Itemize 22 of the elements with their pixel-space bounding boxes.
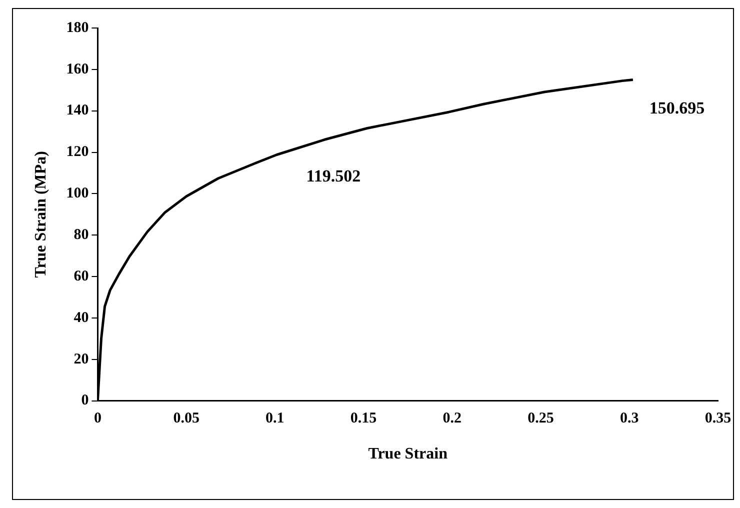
x-tick-label: 0 bbox=[94, 410, 102, 427]
annotation: 150.695 bbox=[649, 98, 705, 118]
x-tick-label: 0.3 bbox=[620, 410, 639, 427]
y-tick-label: 0 bbox=[81, 392, 89, 409]
y-tick-label: 60 bbox=[74, 268, 89, 284]
x-tick-label: 0.25 bbox=[528, 410, 554, 427]
x-tick-label: 0.2 bbox=[442, 410, 462, 427]
y-tick-label: 80 bbox=[74, 226, 89, 243]
y-tick-label: 120 bbox=[66, 144, 89, 160]
x-axis-title: True Strain bbox=[368, 446, 448, 463]
x-tick-label: 0.05 bbox=[173, 410, 200, 427]
x-tick-label: 0.35 bbox=[704, 410, 732, 427]
x-tick-label: 0.1 bbox=[266, 410, 284, 427]
y-tick-label: 20 bbox=[74, 351, 89, 368]
y-tick-label: 160 bbox=[66, 61, 89, 78]
annotation: 119.502 bbox=[306, 166, 361, 186]
y-tick-label: 180 bbox=[66, 20, 89, 36]
y-tick-label: 40 bbox=[74, 310, 89, 326]
y-tick-label: 140 bbox=[66, 102, 89, 119]
y-tick-label: 100 bbox=[66, 186, 89, 202]
y-axis-title: True Strain (MPa) bbox=[32, 151, 50, 278]
x-tick-label: 0.15 bbox=[350, 410, 377, 427]
